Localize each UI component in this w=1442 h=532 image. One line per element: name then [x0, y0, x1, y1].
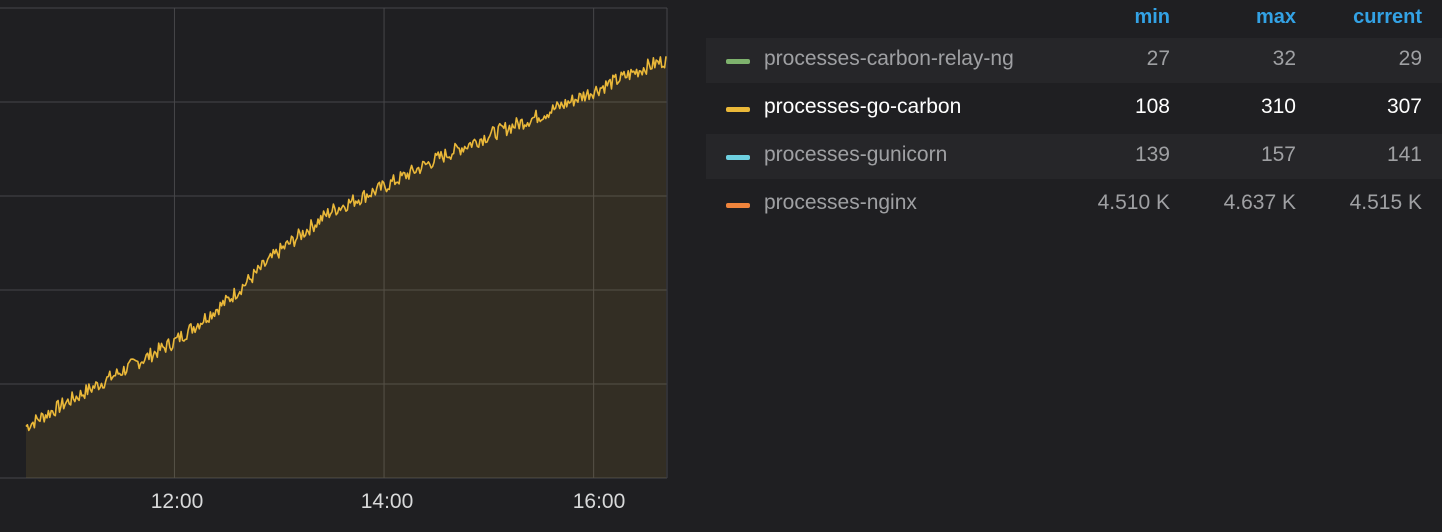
- graph-panel: 12:00 14:00 16:00: [0, 0, 700, 532]
- series-name[interactable]: processes-gunicorn: [764, 143, 948, 166]
- series-max: 310: [1260, 95, 1296, 118]
- legend-row-carbon-relay-ng[interactable]: processes-carbon-relay-ng 27 32 29: [706, 38, 1442, 83]
- series-current: 141: [1386, 143, 1422, 166]
- legend-row-gunicorn[interactable]: processes-gunicorn 139 157 141: [706, 134, 1442, 179]
- plot-area: [0, 7, 668, 479]
- x-tick-label: 14:00: [360, 490, 414, 513]
- sort-current-header[interactable]: current: [1353, 6, 1422, 28]
- x-tick-label: 16:00: [572, 490, 626, 513]
- series-min: 4.510 K: [1097, 191, 1170, 214]
- legend-header: min max current: [706, 6, 1442, 32]
- series-min: 27: [1146, 47, 1170, 70]
- series-max: 157: [1260, 143, 1296, 166]
- series-min: 139: [1134, 143, 1170, 166]
- series-color-swatch[interactable]: [726, 107, 750, 112]
- series-color-swatch[interactable]: [726, 59, 750, 64]
- series-name[interactable]: processes-go-carbon: [764, 95, 962, 118]
- sort-max-header[interactable]: max: [1255, 6, 1296, 28]
- series-color-swatch[interactable]: [726, 155, 750, 160]
- series-min: 108: [1134, 95, 1170, 118]
- series-current: 307: [1386, 95, 1422, 118]
- series-current: 29: [1398, 47, 1422, 70]
- series-current: 4.515 K: [1349, 191, 1422, 214]
- series-max: 32: [1272, 47, 1296, 70]
- series-line: [25, 56, 667, 432]
- series-area-fill: [26, 56, 666, 479]
- series-max: 4.637 K: [1223, 191, 1296, 214]
- x-tick-label: 12:00: [150, 490, 204, 513]
- series-name[interactable]: processes-nginx: [764, 191, 917, 214]
- sort-min-header[interactable]: min: [1134, 6, 1170, 28]
- legend-row-nginx[interactable]: processes-nginx 4.510 K 4.637 K 4.515 K: [706, 182, 1442, 227]
- series-color-swatch[interactable]: [726, 203, 750, 208]
- legend-row-go-carbon[interactable]: processes-go-carbon 108 310 307: [706, 86, 1442, 131]
- series-name[interactable]: processes-carbon-relay-ng: [764, 47, 1014, 70]
